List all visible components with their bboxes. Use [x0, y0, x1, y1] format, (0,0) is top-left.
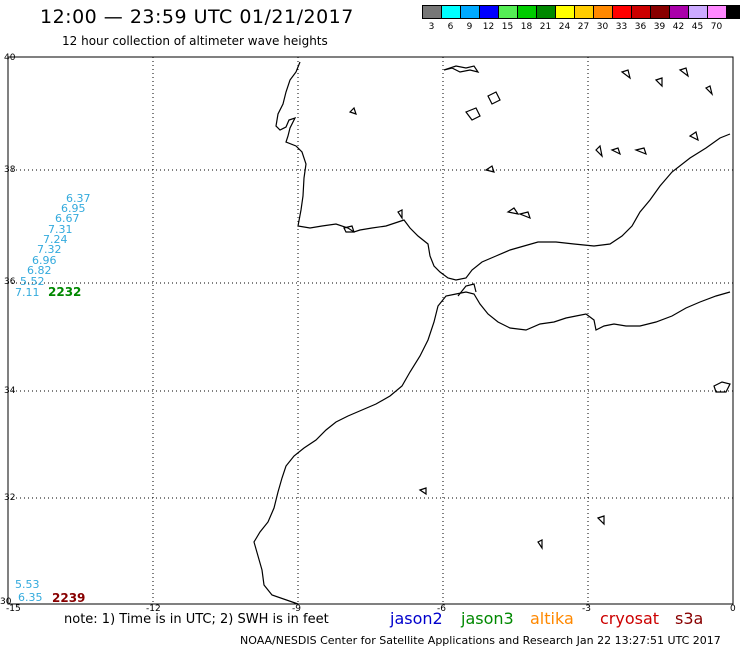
legend-label: 42	[672, 22, 685, 32]
legend-bin: 18	[517, 5, 537, 33]
lon-label-m6: -6	[437, 604, 446, 614]
lat-label-32: 32	[4, 493, 16, 503]
credit-line: NOAA/NESDIS Center for Satellite Applica…	[240, 634, 721, 647]
satellite-jason3: jason3	[461, 609, 514, 628]
satellite-jason2: jason2	[390, 609, 443, 628]
swh-value: 6.82	[27, 264, 52, 277]
legend-label: 36	[634, 22, 647, 32]
map-frame	[7, 56, 734, 605]
map-subtitle: 12 hour collection of altimeter wave hei…	[62, 34, 328, 48]
satellite-altika: altika	[530, 609, 574, 628]
lat-label-30: 30	[0, 597, 12, 607]
legend-bin: 42	[669, 5, 689, 33]
legend-bin	[726, 5, 740, 33]
swh-value: 6.95	[61, 202, 86, 215]
swh-value: 6.96	[32, 254, 57, 267]
pass-time-label: 2232	[48, 285, 82, 299]
satellite-s3a: s3a	[675, 609, 704, 628]
legend-label: 70	[710, 22, 723, 32]
swh-value: 6.35	[18, 591, 43, 604]
footnote: note: 1) Time is in UTC; 2) SWH is in fe…	[64, 612, 329, 627]
lat-label-38: 38	[4, 165, 16, 175]
legend-label: 24	[558, 22, 571, 32]
swh-value: 5.52	[20, 275, 45, 288]
legend-label: 27	[577, 22, 590, 32]
africa-coast	[253, 291, 731, 605]
legend-label: 9	[466, 22, 473, 32]
legend-label: 6	[447, 22, 454, 32]
legend-label: 3	[428, 22, 435, 32]
lat-label-40: 40	[4, 53, 16, 63]
lon-label-m15: -15	[6, 604, 21, 614]
lon-label-m9: -9	[292, 604, 301, 614]
legend-label: 30	[596, 22, 609, 32]
swh-value: 6.37	[66, 192, 91, 205]
swh-value: 7.31	[48, 223, 73, 236]
legend-label: 33	[615, 22, 628, 32]
swh-value: 7.24	[43, 233, 68, 246]
swh-value: 5.53	[15, 578, 40, 591]
swh-value: 7.32	[37, 243, 62, 256]
pass-time-label: 2239	[52, 591, 86, 605]
legend-label: 45	[691, 22, 704, 32]
swh-value: 7.11	[15, 286, 40, 299]
graticule	[8, 57, 733, 604]
legend-label: 18	[520, 22, 533, 32]
map-title: 12:00 — 23:59 UTC 01/21/2017	[40, 6, 354, 28]
lon-label-m12: -12	[146, 604, 161, 614]
lon-label-m3: -3	[582, 604, 591, 614]
legend-label: 12	[482, 22, 495, 32]
legend-label: 21	[539, 22, 552, 32]
satellite-cryosat: cryosat	[600, 609, 660, 628]
legend-swatch	[726, 5, 740, 19]
iberia-coast	[275, 61, 731, 281]
coastline	[253, 61, 731, 605]
legend-bin: 9	[460, 5, 480, 33]
lon-label-0: 0	[730, 604, 736, 614]
lat-label-36: 36	[4, 277, 16, 287]
legend-label: 39	[653, 22, 666, 32]
lat-label-34: 34	[4, 386, 16, 396]
legend-label: 15	[501, 22, 514, 32]
swh-value: 6.67	[55, 212, 80, 225]
